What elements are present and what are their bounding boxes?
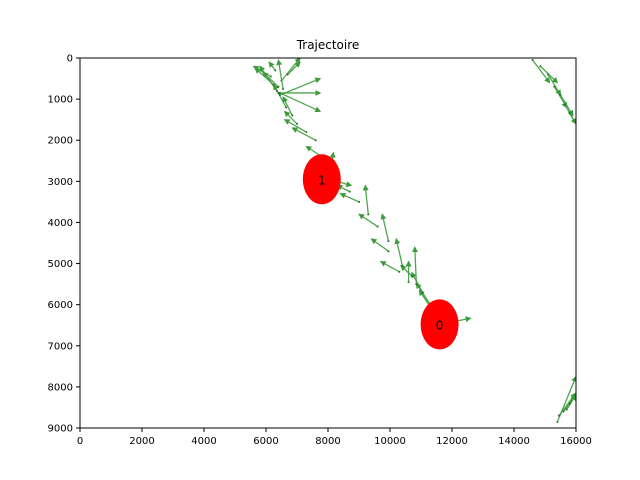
y-tick-label: 5000: [48, 259, 73, 270]
vector-arrow: [411, 271, 424, 293]
y-tick-label: 1000: [48, 95, 73, 106]
x-tick-label: 0: [77, 436, 83, 447]
y-tick-label: 0: [67, 54, 73, 65]
vector-arrow: [276, 59, 284, 89]
vector-arrow: [412, 246, 419, 285]
vector-arrow: [279, 92, 322, 113]
vector-arrow: [362, 184, 369, 215]
vector-field: [252, 58, 576, 423]
plot-frame: [79, 57, 577, 429]
x-axis: 0 2000 4000 6000 8000 10000 12000 14000 16000: [77, 428, 592, 447]
trajectory-point: [302, 154, 341, 205]
vector-arrow: [415, 282, 431, 306]
vector-arrow: [282, 96, 293, 116]
vector-arrow: [279, 77, 322, 96]
x-tick-label: 4000: [191, 436, 216, 447]
vector-arrow: [532, 59, 551, 84]
y-tick-label: 3000: [48, 177, 73, 188]
vector-arrow: [287, 61, 301, 75]
vector-arrow: [358, 213, 378, 228]
vector-arrow: [380, 213, 390, 242]
trajectory-point: [420, 299, 459, 350]
x-tick-label: 6000: [253, 436, 278, 447]
trajectory-points: 01: [302, 154, 459, 350]
vector-arrow: [569, 113, 576, 125]
y-axis: 0 1000 2000 3000 4000 5000 6000 7000 8000 9000: [48, 54, 80, 435]
vector-arrow: [259, 65, 278, 92]
x-tick-label: 2000: [129, 436, 154, 447]
vector-arrow: [394, 237, 404, 266]
vector-arrow: [283, 119, 307, 133]
vector-arrow: [559, 94, 574, 117]
vector-arrow: [268, 61, 276, 71]
y-tick-label: 8000: [48, 382, 73, 393]
vector-arrow: [339, 192, 360, 203]
y-tick-label: 7000: [48, 341, 73, 352]
y-tick-label: 6000: [48, 300, 73, 311]
trajectory-point-label: 1: [318, 173, 326, 187]
vector-arrow: [262, 71, 279, 88]
vector-arrow: [569, 392, 576, 404]
y-tick-label: 2000: [48, 136, 73, 147]
y-tick-label: 4000: [48, 218, 73, 229]
vector-arrow: [379, 260, 400, 273]
x-tick-label: 16000: [560, 436, 592, 447]
vector-arrow: [283, 110, 298, 125]
vector-arrow: [400, 264, 413, 277]
x-tick-label: 14000: [498, 436, 530, 447]
y-tick-label: 9000: [48, 424, 73, 435]
x-tick-label: 8000: [315, 436, 340, 447]
vector-arrow: [553, 86, 568, 109]
x-tick-label: 12000: [436, 436, 468, 447]
vector-arrow: [280, 58, 301, 82]
x-tick-label: 10000: [374, 436, 406, 447]
vector-arrow: [547, 74, 562, 96]
trajectory-point-label: 0: [436, 318, 444, 332]
vector-arrow: [291, 127, 316, 141]
vector-arrow: [370, 238, 389, 252]
chart-title: Trajectoire: [296, 38, 360, 52]
